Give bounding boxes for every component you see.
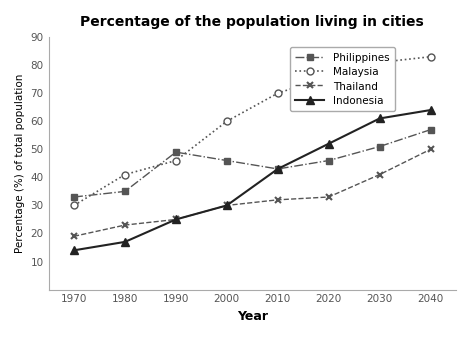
Legend: Philippines, Malaysia, Thailand, Indonesia: Philippines, Malaysia, Thailand, Indones… — [290, 47, 395, 111]
Thailand — [428, 147, 433, 151]
Thailand — [377, 172, 382, 176]
Thailand — [275, 198, 281, 202]
Thailand — [122, 223, 128, 227]
Malaysia — [377, 60, 382, 64]
Thailand — [326, 195, 332, 199]
Malaysia — [71, 203, 77, 208]
Indonesia — [275, 167, 281, 171]
Indonesia — [224, 203, 230, 208]
Thailand — [173, 217, 179, 221]
Philippines — [275, 167, 281, 171]
Line: Philippines: Philippines — [71, 126, 434, 200]
Malaysia — [326, 74, 332, 78]
X-axis label: Year: Year — [237, 310, 268, 323]
Philippines — [224, 159, 230, 163]
Line: Indonesia: Indonesia — [70, 106, 434, 254]
Malaysia — [428, 55, 433, 59]
Philippines — [377, 144, 382, 148]
Line: Malaysia: Malaysia — [71, 53, 434, 209]
Thailand — [71, 234, 77, 238]
Malaysia — [122, 172, 128, 176]
Philippines — [122, 189, 128, 193]
Philippines — [71, 195, 77, 199]
Indonesia — [377, 116, 382, 120]
Malaysia — [275, 91, 281, 95]
Title: Percentage of the population living in cities: Percentage of the population living in c… — [81, 15, 424, 29]
Malaysia — [224, 119, 230, 123]
Y-axis label: Percentage (%) of total population: Percentage (%) of total population — [15, 74, 25, 253]
Philippines — [326, 159, 332, 163]
Indonesia — [326, 142, 332, 146]
Line: Thailand: Thailand — [71, 146, 434, 240]
Thailand — [224, 203, 230, 208]
Indonesia — [71, 248, 77, 252]
Indonesia — [173, 217, 179, 221]
Malaysia — [173, 159, 179, 163]
Philippines — [428, 128, 433, 132]
Indonesia — [428, 108, 433, 112]
Indonesia — [122, 240, 128, 244]
Philippines — [173, 150, 179, 154]
